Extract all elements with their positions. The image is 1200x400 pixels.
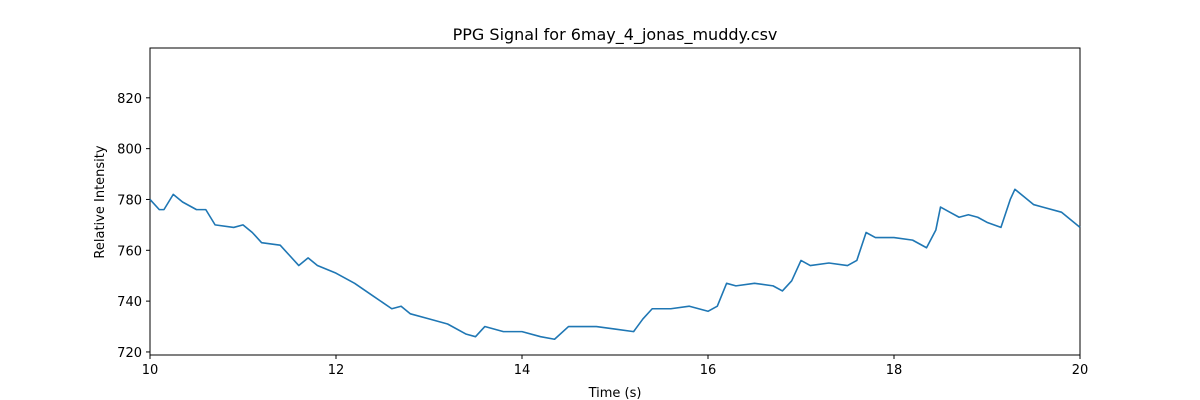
- y-axis-label: Relative Intensity: [93, 145, 108, 258]
- y-tick-label: 760: [117, 244, 142, 259]
- y-tick-label: 780: [117, 193, 142, 208]
- y-tick-label: 800: [117, 143, 142, 158]
- x-axis-label: Time (s): [588, 386, 642, 400]
- x-tick-label: 20: [1072, 363, 1089, 378]
- x-tick-label: 18: [886, 363, 903, 378]
- x-tick-label: 16: [700, 363, 717, 378]
- plot-frame: [149, 47, 1081, 356]
- y-tick-label: 820: [117, 92, 142, 107]
- y-tick-label: 740: [117, 295, 142, 310]
- chart-title: PPG Signal for 6may_4_jonas_muddy.csv: [453, 25, 778, 45]
- y-tick-label: 720: [117, 346, 142, 361]
- x-tick-label: 10: [142, 363, 159, 378]
- x-tick-label: 14: [514, 363, 531, 378]
- signal-line: [149, 188, 1081, 341]
- x-tick-label: 12: [328, 363, 345, 378]
